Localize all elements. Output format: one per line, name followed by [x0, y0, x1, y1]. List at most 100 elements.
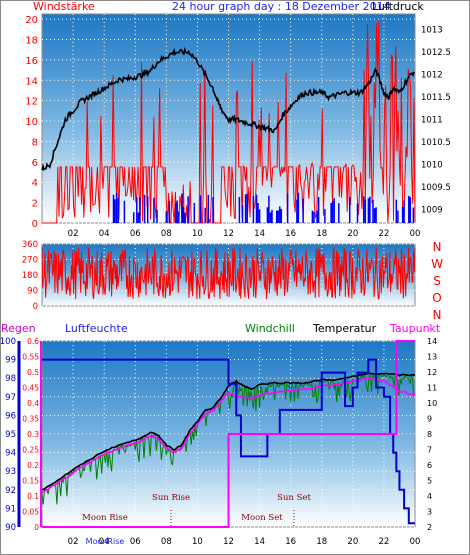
- panel1-x-tick: 14: [254, 229, 265, 239]
- rain-tick: 0.35: [22, 415, 39, 424]
- rain-tick: 0.4: [27, 399, 39, 408]
- temperature-tick: 9: [427, 415, 432, 424]
- panel1-x-tick: 16: [285, 229, 296, 239]
- panel1-right-tick: 1012: [421, 71, 443, 81]
- rain-series: [42, 340, 415, 528]
- chart-layer: 0246810121416182010091009.510101010.5101…: [0, 13, 451, 547]
- rain-tick: 0.05: [22, 508, 39, 517]
- header-temperatur: Temperatur: [312, 322, 377, 335]
- direction-label-W: W: [431, 257, 443, 271]
- header-luftfeuchte: Luftfeuchte: [65, 322, 128, 335]
- moon-set-label: Moon Set: [241, 513, 283, 523]
- header-taupunkt: Taupunkt: [389, 322, 441, 335]
- humidity-tick: 96: [5, 411, 16, 421]
- header-regen: Regen: [1, 322, 36, 335]
- panel1-left-tick: 0: [32, 219, 38, 230]
- dewpoint-series: [41, 377, 416, 494]
- panel1-left-tick: 8: [32, 137, 38, 148]
- panel3-x-tick: 08: [161, 537, 172, 547]
- panel1-x-tick: 10: [192, 229, 203, 239]
- humidity-series: [42, 358, 415, 525]
- humidity-tick: 92: [5, 486, 16, 496]
- humidity-tick: 98: [5, 374, 16, 384]
- panel3-x-tick: 10: [192, 537, 203, 547]
- temperature-tick: 12: [427, 368, 437, 377]
- direction-label-N: N: [433, 240, 442, 254]
- panel1-x-tick: 00: [410, 229, 421, 239]
- rain-tick: 0.25: [22, 446, 39, 455]
- panel1-right-tick: 1012.5: [421, 48, 451, 58]
- rain-tick: 0.55: [22, 353, 39, 362]
- panel1-left-tick: 16: [25, 56, 38, 67]
- panel3-x-tick: 16: [285, 537, 296, 547]
- panel1-left-tick: 6: [32, 158, 38, 169]
- panel1-right-tick: 1011.5: [421, 93, 451, 103]
- humidity-tick: 97: [5, 393, 16, 403]
- panel1-left-tick: 10: [25, 117, 38, 128]
- rain-tick: 0.1: [27, 492, 39, 501]
- header-windstaerke: Windstärke: [33, 0, 95, 13]
- moon-rise-bottom-label: MoonRise: [86, 537, 125, 546]
- panel1-right-tick: 1011: [421, 116, 443, 126]
- temperature-tick: 14: [427, 337, 437, 346]
- panel1-x-tick: 20: [347, 229, 358, 239]
- gust-series: [112, 192, 415, 223]
- temperature-tick: 13: [427, 353, 437, 362]
- rain-tick: 0.2: [27, 461, 39, 470]
- panel1-right-tick: 1013: [421, 26, 443, 36]
- temperature-tick: 2: [427, 523, 432, 532]
- panel2-left-tick: 90: [27, 287, 38, 297]
- header-luftdruck: Luftdruck: [372, 0, 424, 13]
- panel1-right-tick: 1010: [421, 161, 443, 171]
- humidity-tick: 99: [5, 356, 16, 366]
- panel1-left-tick: 12: [25, 97, 38, 108]
- panel3-x-tick: 04: [99, 537, 110, 547]
- panel3-x-tick: 18: [316, 537, 327, 547]
- panel1-x-tick: 12: [223, 229, 234, 239]
- sun-set-label: Sun Set: [277, 493, 311, 503]
- panel1-left-tick: 18: [25, 35, 38, 46]
- panel2-left-tick: 180: [22, 271, 38, 281]
- panel3-x-tick: 02: [68, 537, 79, 547]
- rain-tick: 0.45: [22, 384, 39, 393]
- humidity-tick: 93: [5, 467, 16, 477]
- panel3-x-tick: 22: [379, 537, 390, 547]
- temperature-tick: 8: [427, 430, 432, 439]
- panel1-x-tick: 18: [316, 229, 327, 239]
- panel2-left-tick: 0: [33, 302, 38, 312]
- rain-tick: 0.5: [27, 368, 39, 377]
- temperature-tick: 4: [427, 492, 432, 501]
- panel1-right-tick: 1009: [421, 206, 443, 216]
- wind-direction-series: [41, 247, 416, 301]
- panel1-left-tick: 20: [25, 15, 38, 26]
- panel2-left-tick: 270: [22, 256, 38, 266]
- humidity-tick: 91: [5, 504, 16, 514]
- panel3-x-tick: 06: [130, 537, 141, 547]
- panel1-x-tick: 06: [130, 229, 141, 239]
- direction-label-S: S: [433, 274, 441, 288]
- direction-label-N: N: [433, 308, 442, 322]
- humidity-tick: 94: [5, 449, 16, 459]
- panel3-x-tick: 20: [347, 537, 358, 547]
- temperature-series: [41, 372, 416, 491]
- temperature-tick: 5: [427, 477, 432, 486]
- panel2-left-tick: 360: [22, 240, 38, 250]
- panel1-right-tick: 1010.5: [421, 138, 451, 148]
- temperature-tick: 7: [427, 446, 432, 455]
- panel1-x-tick: 02: [68, 229, 79, 239]
- panel1-x-tick: 22: [379, 229, 390, 239]
- humidity-tick: 100: [0, 337, 16, 347]
- panel3-x-tick: 00: [410, 537, 421, 547]
- rain-tick: 0: [34, 523, 39, 532]
- pressure-series: [41, 46, 415, 172]
- humidity-tick: 90: [5, 523, 16, 533]
- panel1-left-tick: 2: [32, 199, 38, 210]
- panel1-left-tick: 4: [32, 178, 38, 189]
- rain-tick: 0.3: [27, 430, 39, 439]
- header-windchill: Windchill: [245, 322, 295, 335]
- temperature-tick: 10: [427, 399, 437, 408]
- panel1-x-tick: 04: [99, 229, 110, 239]
- rain-tick: 0.15: [22, 477, 39, 486]
- direction-label-O: O: [432, 291, 441, 305]
